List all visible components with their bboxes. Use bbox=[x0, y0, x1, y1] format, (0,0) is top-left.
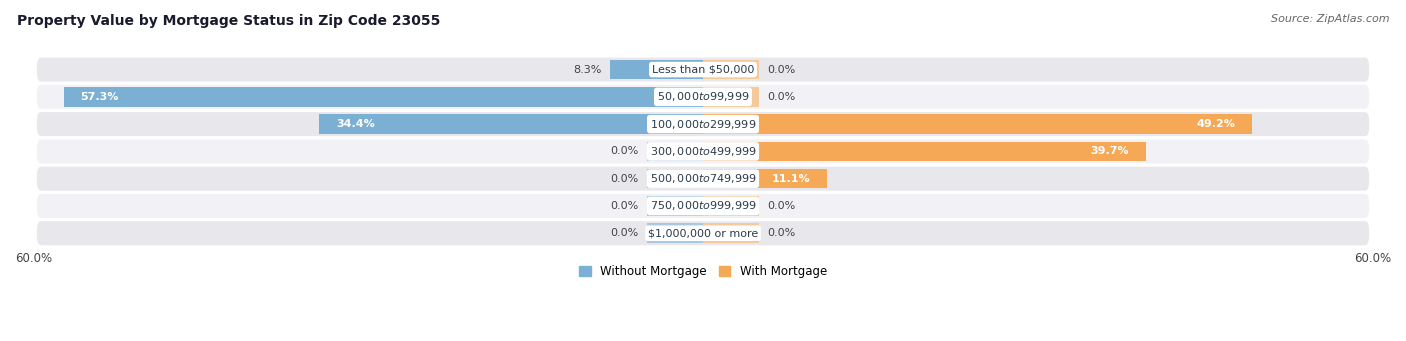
Text: 39.7%: 39.7% bbox=[1091, 146, 1129, 157]
Text: $500,000 to $749,999: $500,000 to $749,999 bbox=[650, 172, 756, 185]
Text: 49.2%: 49.2% bbox=[1197, 119, 1236, 129]
Text: 34.4%: 34.4% bbox=[336, 119, 374, 129]
FancyBboxPatch shape bbox=[37, 167, 1369, 191]
Text: 8.3%: 8.3% bbox=[574, 64, 602, 75]
Bar bbox=[319, 114, 703, 134]
Text: $750,000 to $999,999: $750,000 to $999,999 bbox=[650, 199, 756, 212]
Text: 0.0%: 0.0% bbox=[610, 201, 638, 211]
FancyBboxPatch shape bbox=[37, 221, 1369, 245]
Text: 57.3%: 57.3% bbox=[80, 92, 118, 102]
Bar bbox=[610, 60, 703, 79]
Text: $1,000,000 or more: $1,000,000 or more bbox=[648, 228, 758, 238]
Text: 0.0%: 0.0% bbox=[610, 146, 638, 157]
Bar bbox=[63, 87, 703, 107]
FancyBboxPatch shape bbox=[37, 58, 1369, 81]
Bar bbox=[703, 169, 827, 189]
Text: 11.1%: 11.1% bbox=[772, 174, 810, 184]
Bar bbox=[647, 223, 703, 243]
Text: 0.0%: 0.0% bbox=[610, 174, 638, 184]
Text: 0.0%: 0.0% bbox=[610, 228, 638, 238]
Text: 0.0%: 0.0% bbox=[768, 201, 796, 211]
Bar bbox=[703, 114, 1251, 134]
Bar bbox=[703, 60, 759, 79]
Bar bbox=[703, 87, 759, 107]
Bar bbox=[647, 169, 703, 189]
Bar bbox=[647, 196, 703, 216]
Bar bbox=[703, 196, 759, 216]
FancyBboxPatch shape bbox=[37, 194, 1369, 218]
FancyBboxPatch shape bbox=[37, 139, 1369, 163]
Text: $300,000 to $499,999: $300,000 to $499,999 bbox=[650, 145, 756, 158]
Text: 0.0%: 0.0% bbox=[768, 228, 796, 238]
Bar bbox=[703, 142, 1146, 161]
Bar bbox=[703, 223, 759, 243]
FancyBboxPatch shape bbox=[37, 112, 1369, 136]
Text: Source: ZipAtlas.com: Source: ZipAtlas.com bbox=[1271, 14, 1389, 24]
Bar bbox=[647, 142, 703, 161]
FancyBboxPatch shape bbox=[37, 85, 1369, 109]
Text: $50,000 to $99,999: $50,000 to $99,999 bbox=[657, 90, 749, 103]
Text: $100,000 to $299,999: $100,000 to $299,999 bbox=[650, 118, 756, 131]
Text: Property Value by Mortgage Status in Zip Code 23055: Property Value by Mortgage Status in Zip… bbox=[17, 14, 440, 28]
Text: 0.0%: 0.0% bbox=[768, 92, 796, 102]
Legend: Without Mortgage, With Mortgage: Without Mortgage, With Mortgage bbox=[574, 261, 832, 283]
Text: Less than $50,000: Less than $50,000 bbox=[652, 64, 754, 75]
Text: 0.0%: 0.0% bbox=[768, 64, 796, 75]
